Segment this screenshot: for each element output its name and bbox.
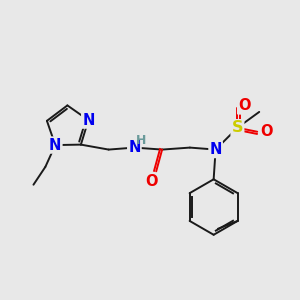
Text: H: H xyxy=(136,134,146,147)
Text: O: O xyxy=(260,124,272,139)
Text: N: N xyxy=(82,112,94,128)
Text: N: N xyxy=(49,138,62,153)
Text: S: S xyxy=(232,120,243,135)
Text: O: O xyxy=(238,98,250,113)
Text: O: O xyxy=(145,174,158,189)
Text: N: N xyxy=(209,142,222,157)
Text: N: N xyxy=(128,140,141,155)
